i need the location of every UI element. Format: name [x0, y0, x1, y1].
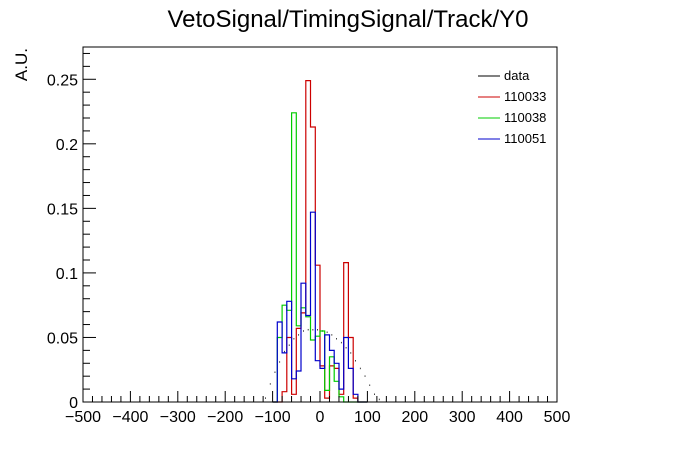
legend: data 110033 110038 110051 [478, 68, 546, 146]
legend-label-110033: 110033 [504, 89, 546, 104]
x-tick-label: −300 [160, 409, 196, 426]
legend-label-110051: 110051 [504, 131, 546, 146]
chart-title: VetoSignal/TimingSignal/Track/Y0 [167, 6, 528, 33]
x-tick-label: −400 [112, 409, 148, 426]
y-tick-label: 0.05 [47, 330, 78, 347]
x-tick-label: 200 [401, 409, 428, 426]
legend-label-110038: 110038 [504, 110, 546, 125]
x-tick-label: 0 [316, 409, 325, 426]
x-tick-label: −100 [255, 409, 291, 426]
x-tick-label: 400 [496, 409, 523, 426]
y-tick-label: 0.2 [56, 137, 78, 154]
y-tick-label: 0.25 [47, 72, 78, 89]
y-tick-label: 0 [69, 395, 78, 412]
series-layer [265, 80, 380, 403]
x-tick-label: −500 [65, 409, 101, 426]
x-tick-label: −200 [207, 409, 243, 426]
x-tick-label: 500 [544, 409, 571, 426]
y-tick-label: 0.1 [56, 266, 78, 283]
legend-label-data: data [504, 68, 530, 83]
axes-layer: −500 −400 −300 −200 −100 0 100 200 300 400 500 0 0.0… [47, 46, 571, 426]
series-line-110051 [272, 211, 368, 403]
y-axis-label: A.U. [12, 48, 31, 81]
y-tick-label: 0.15 [47, 201, 78, 218]
series-line-110033 [272, 80, 368, 403]
x-tick-label: 100 [354, 409, 381, 426]
x-tick-label: 300 [449, 409, 476, 426]
